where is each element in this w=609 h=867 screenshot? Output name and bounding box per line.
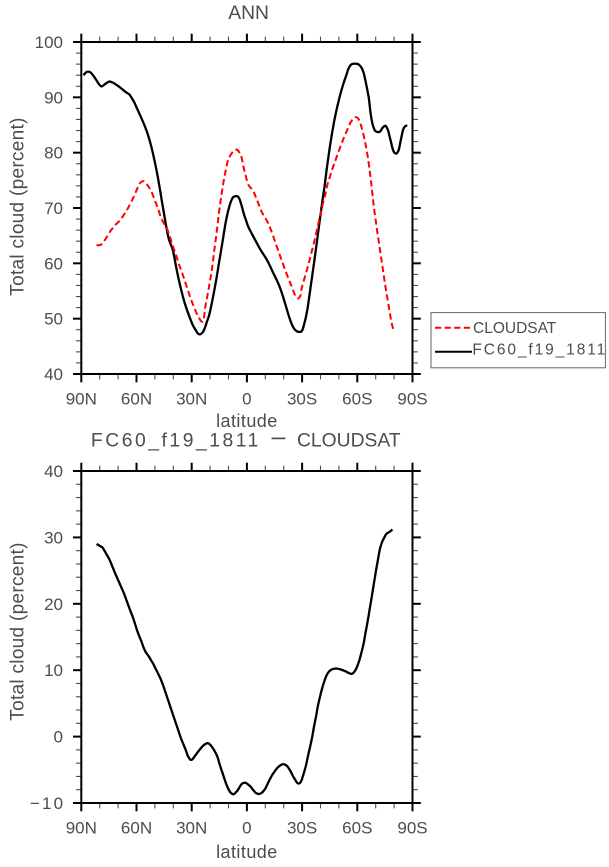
svg-text:0: 0 [242, 818, 251, 837]
svg-text:10: 10 [44, 661, 63, 680]
svg-text:80: 80 [44, 144, 63, 163]
svg-text:90S: 90S [397, 818, 427, 837]
svg-text:30N: 30N [176, 818, 207, 837]
svg-text:0: 0 [54, 728, 63, 747]
svg-text:CLOUDSAT: CLOUDSAT [473, 320, 557, 337]
svg-text:30: 30 [44, 528, 63, 547]
svg-text:−10: −10 [30, 794, 65, 813]
svg-text:60: 60 [44, 254, 63, 273]
svg-text:60N: 60N [121, 818, 152, 837]
svg-text:90N: 90N [66, 818, 97, 837]
svg-text:CLOUDSAT: CLOUDSAT [297, 431, 401, 452]
svg-text:40: 40 [44, 365, 63, 384]
svg-text:30N: 30N [176, 390, 207, 409]
svg-text:Total cloud (percent): Total cloud (percent) [8, 117, 29, 295]
svg-text:FC60_f19_1811: FC60_f19_1811 [472, 341, 607, 358]
svg-text:60S: 60S [342, 818, 372, 837]
svg-text:90S: 90S [397, 390, 427, 409]
svg-text:60N: 60N [121, 390, 152, 409]
svg-text:50: 50 [44, 310, 63, 329]
svg-text:20: 20 [44, 595, 63, 614]
svg-text:30S: 30S [287, 818, 317, 837]
svg-text:70: 70 [44, 199, 63, 218]
svg-text:90: 90 [44, 88, 63, 107]
svg-text:100: 100 [35, 33, 63, 52]
svg-text:0: 0 [242, 390, 251, 409]
svg-text:latitude: latitude [216, 842, 278, 862]
svg-text:30S: 30S [287, 390, 317, 409]
svg-text:Total cloud (percent): Total cloud (percent) [8, 542, 29, 720]
svg-text:latitude: latitude [216, 411, 278, 431]
svg-text:40: 40 [44, 462, 63, 481]
svg-text:ANN: ANN [228, 3, 269, 24]
svg-text:60S: 60S [342, 390, 372, 409]
svg-text:90N: 90N [66, 390, 97, 409]
svg-text:FC60_f19_1811: FC60_f19_1811 [91, 431, 261, 452]
